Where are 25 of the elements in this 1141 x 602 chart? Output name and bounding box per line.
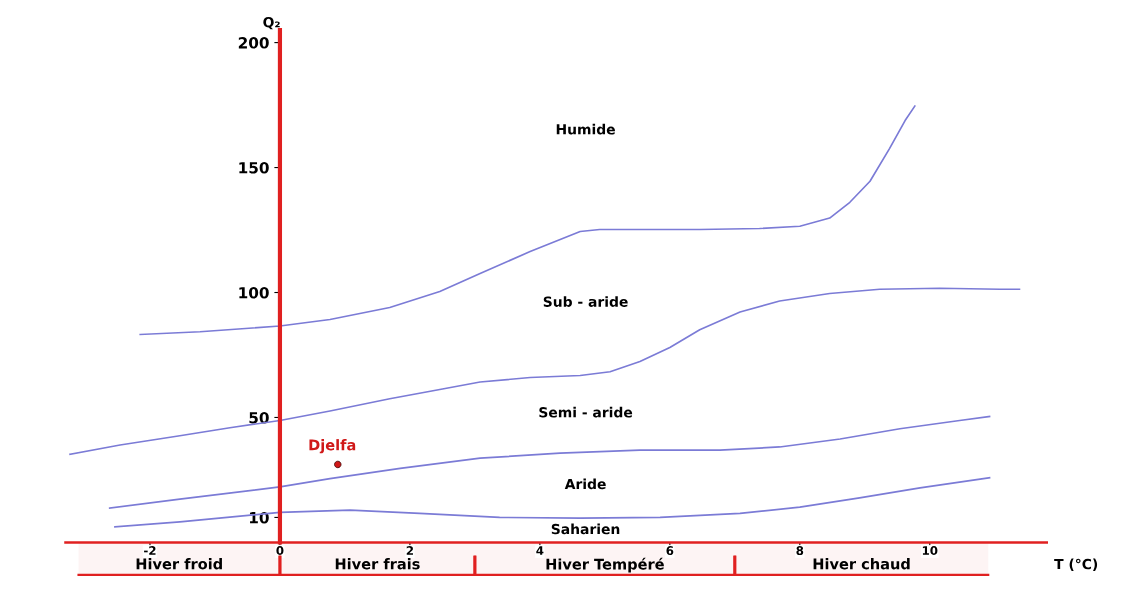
annotation: Aride <box>564 478 606 490</box>
x-tick-label: -2 <box>144 546 156 555</box>
band-label: Hiver froid <box>136 558 222 570</box>
y-tick-label: 50 <box>249 411 269 424</box>
y-tick-label: 100 <box>239 286 269 299</box>
line-series <box>69 287 1021 456</box>
x-tick-label: 0 <box>276 546 284 556</box>
y-tick-label: 200 <box>238 37 269 49</box>
annotation: Humide <box>556 123 615 135</box>
x-tick-label: 8 <box>796 546 804 556</box>
x-tick-label: 10 <box>922 546 938 556</box>
line-series <box>139 105 916 336</box>
band-label: Hiver Tempéré <box>546 557 664 573</box>
y-axis-title: Q₂ <box>263 16 280 30</box>
x-tick-label: 2 <box>406 546 413 555</box>
series-label: Djelfa <box>309 439 356 454</box>
y-tick-label: 150 <box>239 162 269 174</box>
annotation: Semi - aride <box>539 406 633 418</box>
x-tick-label: 6 <box>666 546 674 556</box>
band-label: Hiver chaud <box>813 558 910 570</box>
annotation: Sub - aride <box>543 296 628 307</box>
x-axis-title: T (°C) <box>1054 558 1098 571</box>
band-label: Hiver frais <box>335 558 420 570</box>
annotation: Saharien <box>551 523 620 535</box>
x-tick-label: 4 <box>536 546 544 555</box>
